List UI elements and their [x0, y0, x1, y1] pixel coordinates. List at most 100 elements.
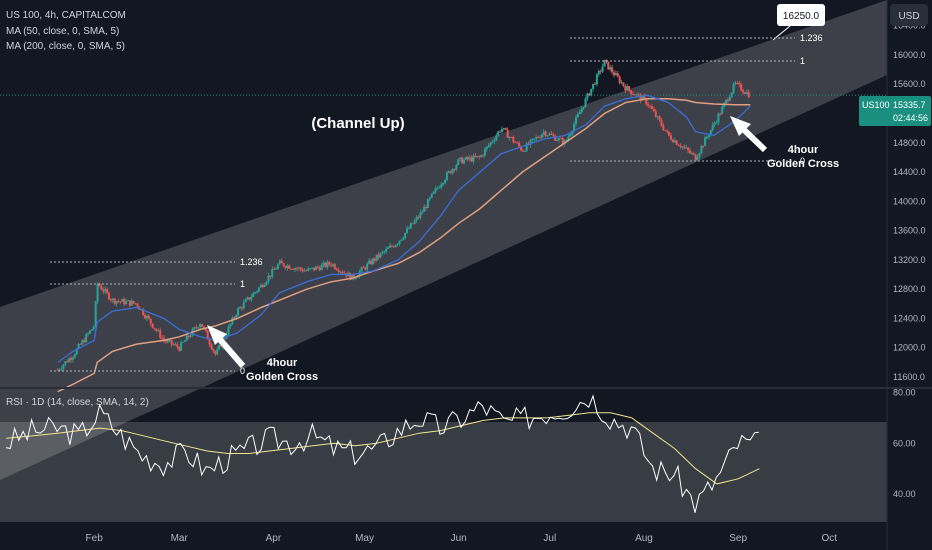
candle-body [481, 155, 484, 157]
price-tag-symbol: US100 [862, 100, 890, 110]
candle-body [428, 197, 431, 200]
currency-label: USD [898, 11, 919, 22]
candle-body [470, 157, 473, 162]
candle-body [660, 120, 663, 126]
candle-body [66, 361, 69, 363]
time-axis-tick: Jul [543, 533, 556, 544]
candle-body [394, 244, 397, 248]
candle-body [392, 246, 395, 248]
candle-body [185, 335, 188, 341]
candle-body [417, 217, 420, 219]
candle-body [311, 267, 314, 269]
candle-body [309, 268, 312, 270]
candle-body [590, 88, 593, 96]
candle-body [485, 146, 488, 150]
candle-body [502, 128, 505, 130]
candle-body [183, 340, 186, 342]
candle-body [106, 289, 109, 293]
candle-body [159, 330, 162, 338]
candle-body [387, 247, 390, 249]
rsi-legend[interactable]: RSI · 1D (14, close, SMA, 14, 2) [6, 397, 149, 408]
candle-body [525, 143, 528, 152]
candle-body [426, 199, 429, 209]
rsi-axis-tick: 60.00 [893, 438, 916, 448]
candle-body [595, 74, 598, 85]
candle-body [381, 251, 384, 254]
candle-body [652, 109, 655, 112]
candle-body [64, 361, 67, 365]
candle-body [371, 258, 374, 265]
arrow-lower [207, 325, 246, 368]
candle-body [407, 228, 410, 230]
candle-body [664, 130, 667, 131]
candle-body [364, 267, 367, 270]
candle-body [362, 267, 365, 269]
candle-body [227, 326, 230, 335]
candle-body [461, 157, 464, 164]
candle-body [322, 262, 325, 266]
candle-body [149, 318, 152, 324]
candle-body [172, 344, 175, 346]
candle-body [246, 297, 249, 300]
candle-body [199, 324, 202, 328]
candle-body [696, 156, 699, 161]
candle-body [683, 146, 686, 148]
candle-body [671, 139, 674, 143]
symbol-title[interactable]: US 100, 4h, CAPITALCOM [6, 10, 126, 21]
candle-body [402, 237, 405, 240]
fib-left-0-label: 0 [240, 366, 245, 376]
candle-body [180, 342, 183, 351]
price-axis-tick: 12400.0 [893, 313, 926, 323]
currency-button[interactable] [890, 4, 928, 26]
fib-right-0-label: 0 [800, 156, 805, 166]
candle-body [463, 159, 466, 164]
candle-body [368, 260, 371, 264]
candle-body [96, 283, 99, 302]
ma50-legend[interactable]: MA (50, close, 0, SMA, 5) [6, 26, 119, 37]
candle-body [622, 82, 625, 86]
price-tag-value: 15335.7 [893, 100, 926, 110]
candle-body [603, 59, 606, 67]
candle-body [711, 124, 714, 131]
candle-body [578, 112, 581, 115]
candle-body [620, 82, 623, 84]
candle-body [451, 169, 454, 174]
candle-body [738, 83, 741, 85]
candle-body [204, 327, 207, 332]
candle-body [128, 300, 131, 306]
candle-body [218, 345, 221, 350]
candle-body [254, 292, 257, 294]
candle-body [698, 153, 701, 157]
candle-body [669, 135, 672, 140]
candle-body [436, 187, 439, 189]
candle-body [584, 98, 587, 108]
price-panel: 11600.0 12000.0 12400.0 12800.0 13200.0 13600… [0, 21, 926, 544]
candle-body [341, 271, 344, 274]
candle-body [688, 150, 691, 154]
candle-body [415, 217, 418, 221]
candle-body [261, 284, 264, 287]
fib-left-1-label: 1 [240, 279, 245, 289]
candle-body [202, 326, 205, 328]
candle-body [425, 206, 428, 209]
candle-body [550, 133, 553, 135]
candle-body [244, 299, 247, 303]
ma200-legend[interactable]: MA (200, close, 0, SMA, 5) [6, 41, 125, 52]
candle-body [75, 348, 78, 355]
candle-body [252, 293, 255, 297]
candle-body [497, 131, 500, 136]
candle-body [292, 269, 295, 270]
candle-body [466, 157, 469, 160]
candle-body [398, 240, 401, 245]
candle-body [588, 93, 591, 96]
candle-body [102, 289, 105, 292]
candle-body [223, 337, 226, 339]
candle-body [624, 85, 627, 91]
candle-body [109, 299, 112, 301]
candle-body [58, 369, 61, 371]
candle-body [628, 86, 631, 91]
candle-body [736, 82, 739, 84]
price-axis-tick: 13600.0 [893, 226, 926, 236]
candle-body [643, 96, 646, 99]
